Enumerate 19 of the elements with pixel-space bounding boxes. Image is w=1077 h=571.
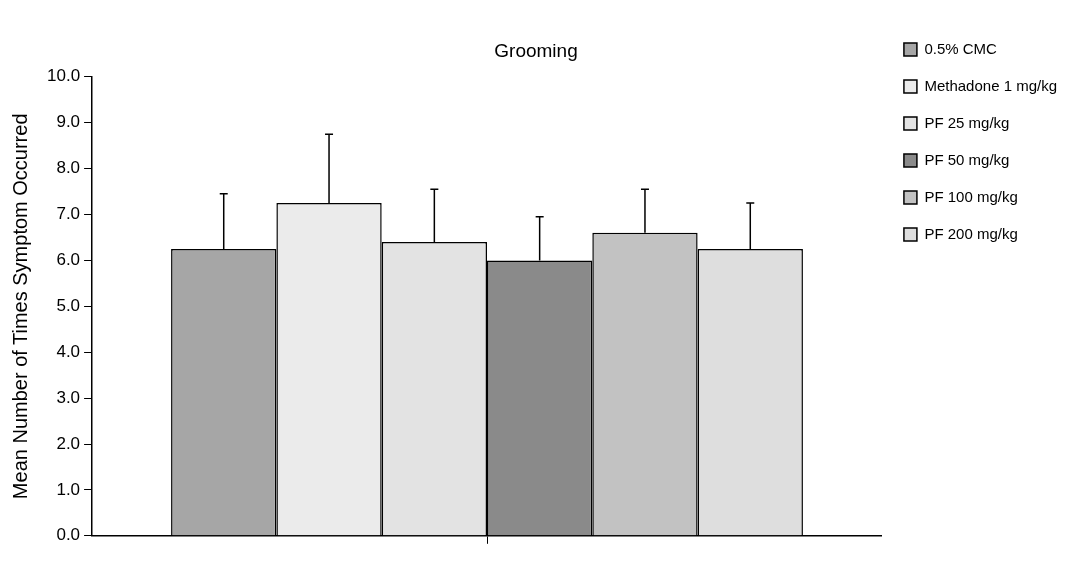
y-tick-label: 7.0 — [56, 204, 81, 224]
legend-label: PF 100 mg/kg — [924, 187, 1018, 205]
y-tick-label: 2.0 — [56, 433, 81, 453]
legend-label: PF 200 mg/kg — [924, 224, 1018, 242]
y-tick-label: 10.0 — [46, 66, 81, 86]
legend-label: PF 25 mg/kg — [924, 113, 1010, 131]
y-tick-label: 9.0 — [56, 112, 81, 132]
chart-title: Grooming — [494, 39, 578, 61]
y-tick-label: 5.0 — [56, 295, 81, 315]
y-tick-label: 6.0 — [56, 250, 81, 270]
y-tick-label: 1.0 — [56, 479, 81, 499]
legend-label: PF 50 mg/kg — [924, 150, 1010, 168]
legend-label: 0.5% CMC — [924, 39, 998, 57]
y-axis-title: Mean Number of Times Symptom Occurred — [8, 113, 31, 500]
legend-label: Methadone 1 mg/kg — [924, 76, 1058, 94]
y-tick-label: 4.0 — [56, 341, 81, 361]
y-tick-label: 3.0 — [56, 387, 81, 407]
y-tick-label: 0.0 — [56, 525, 81, 545]
y-tick-label: 8.0 — [56, 158, 81, 178]
